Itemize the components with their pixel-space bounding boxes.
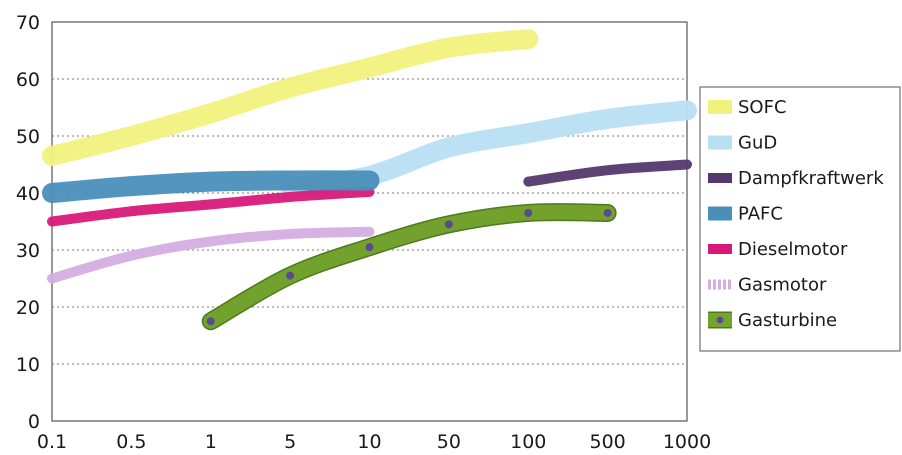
series-line-pafc: [42, 170, 380, 203]
legend-label-pafc: PAFC: [738, 204, 783, 225]
x-tick-label: 10: [357, 431, 381, 453]
data-point-gasturbine: [286, 271, 295, 280]
y-tick-label: 30: [16, 240, 40, 262]
legend-label-gasmotor: Gasmotor: [738, 275, 827, 296]
data-point-gasturbine: [206, 317, 215, 326]
y-tick-label: 10: [16, 354, 40, 376]
legend-label-dieselmotor: Dieselmotor: [738, 239, 848, 260]
x-tick-label: 100: [510, 431, 546, 453]
data-point-gasturbine: [603, 208, 612, 217]
data-point-gasturbine: [365, 243, 374, 252]
x-tick-label: 500: [589, 431, 625, 453]
legend-label-sofc: SOFC: [738, 97, 787, 118]
series-line-gasmotor: [47, 226, 375, 284]
data-point-gasturbine: [444, 220, 453, 229]
data-point-gasturbine: [524, 208, 533, 217]
y-tick-label: 60: [16, 69, 40, 91]
y-tick-label: 40: [16, 183, 40, 205]
x-tick-label: 0.1: [37, 431, 67, 453]
series-line-sofc: [42, 29, 539, 166]
series-line-dieselmotor: [47, 186, 375, 227]
x-tick-label: 50: [437, 431, 461, 453]
y-tick-label: 70: [16, 12, 40, 34]
legend-box: [699, 86, 901, 352]
y-tick-label: 20: [16, 297, 40, 319]
series-line-dampfkraftwerk: [523, 159, 692, 187]
legend-label-gud: GuD: [738, 133, 777, 154]
y-tick-label: 50: [16, 126, 40, 148]
x-tick-label: 5: [284, 431, 296, 453]
legend-label-gasturbine: Gasturbine: [738, 310, 837, 331]
y-tick-label: 0: [28, 411, 40, 433]
x-tick-label: 1: [205, 431, 217, 453]
plot-area: [51, 21, 688, 422]
legend-label-dampfkraftwerk: Dampfkraftwerk: [738, 168, 884, 189]
x-tick-label: 0.5: [116, 431, 146, 453]
x-tick-label: 1000: [663, 431, 711, 453]
legend-marker-gasturbine: [716, 316, 724, 324]
